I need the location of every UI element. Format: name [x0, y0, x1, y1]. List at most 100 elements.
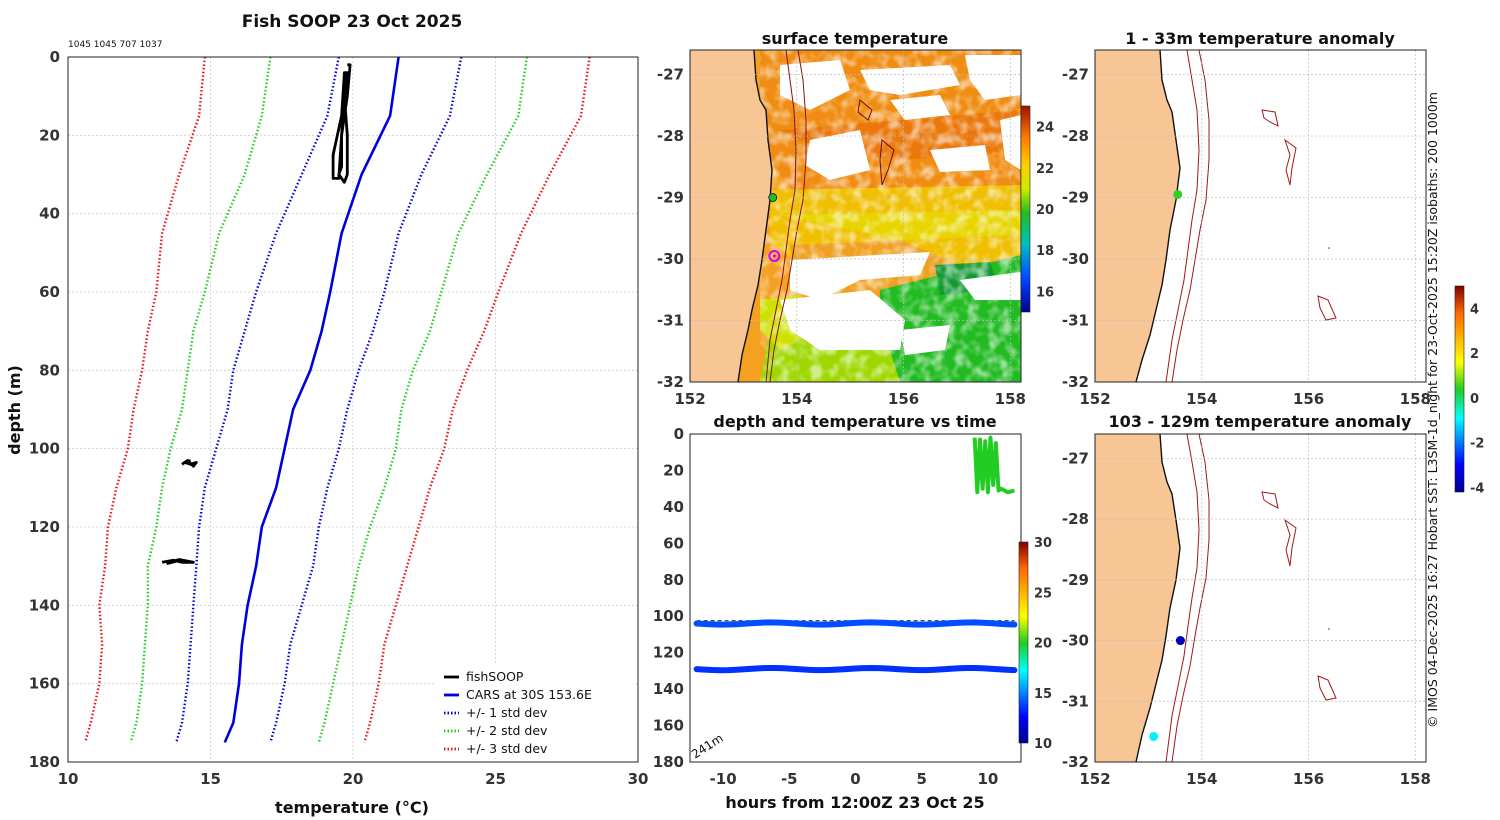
legend-label: fishSOOP	[466, 669, 524, 684]
map-x-tick-label: 156	[1293, 770, 1324, 788]
depth-time-title: depth and temperature vs time	[713, 412, 996, 431]
map-y-tick-label: -27	[657, 66, 684, 84]
map-y-tick-label: -32	[1062, 373, 1089, 391]
depth-time-colorbar-tick-label: 15	[1034, 687, 1052, 702]
shallow-anomaly-panel: 1 - 33m temperature anomaly 152 154 156 158…	[1062, 29, 1431, 408]
map-x-tick-label: 152	[1079, 390, 1110, 408]
profile-x-tick-label: 30	[628, 770, 649, 788]
profile-xlabel-text: temperature (°C)	[275, 798, 429, 817]
sst-colorbar	[1020, 105, 1031, 313]
deep-anomaly-panel: 103 - 129m temperature anomaly 152 154 156…	[1062, 285, 1484, 788]
fishsoop-track	[161, 558, 195, 565]
profile-y-tick-label: 0	[50, 48, 60, 66]
map-x-tick-label: 152	[674, 390, 705, 408]
anomaly-colorbar-tick-label: 2	[1470, 347, 1479, 362]
map-y-tick-label: -31	[657, 312, 684, 330]
depth-time-y-tick-label: 80	[663, 571, 684, 589]
map-y-tick-label: -27	[1062, 66, 1089, 84]
map-x-tick-label: 158	[1400, 390, 1431, 408]
profile-y-tick-label: 160	[29, 675, 60, 693]
fishsoop-track	[181, 459, 198, 468]
map-y-tick-label: -30	[1062, 250, 1089, 268]
sst-ticks: 152 154 156 158 -27 -28 -29 -30 -31 -32	[657, 66, 1026, 408]
deep-anomaly-ticks: 152 154 156 158 -27 -28 -29 -30 -31 -32	[1062, 449, 1431, 788]
depth-time-x-tick-label: 5	[916, 770, 926, 788]
depth-time-x-tick-label: -10	[710, 770, 737, 788]
sst-colorbar-tick-label: 22	[1036, 162, 1054, 177]
map-y-tick-label: -27	[1062, 449, 1089, 467]
profile-series-line	[269, 56, 463, 743]
profile-ylabel: depth (m)	[5, 365, 24, 455]
legend-label: +/- 3 std dev	[466, 741, 548, 756]
anomaly-colorbar-tick-label: 4	[1470, 302, 1479, 317]
sst-markers	[768, 193, 781, 262]
profile-series-line	[223, 56, 400, 743]
fishsoop-position-dot	[772, 254, 776, 258]
anomaly-colorbar-tick-label: 0	[1470, 392, 1479, 407]
anomaly-colorbar-tick-label: -2	[1470, 437, 1484, 452]
profile-y-tick-label: 100	[29, 440, 60, 458]
profile-series-line	[175, 56, 340, 743]
map-x-tick-label: 154	[1186, 390, 1217, 408]
map-x-tick-label: 158	[1400, 770, 1431, 788]
profile-y-tick-label: 40	[39, 205, 60, 223]
map-x-tick-label: 158	[995, 390, 1026, 408]
legend-label: CARS at 30S 153.6E	[466, 687, 592, 702]
sst-map-area	[690, 50, 1021, 382]
map-x-tick-label: 154	[781, 390, 812, 408]
depth-time-y-tick-label: 60	[663, 534, 684, 552]
depth-time-panel: depth and temperature vs time -10 -5 0 5 100…	[653, 412, 1052, 812]
profile-y-tick-label: 60	[39, 283, 60, 301]
map-y-tick-label: -31	[1062, 312, 1089, 330]
map-y-tick-label: -32	[1062, 753, 1089, 771]
anomaly-point	[1175, 636, 1185, 646]
profile-series-line	[317, 56, 529, 743]
credit-text: © IMOS 04-Dec-2025 16:27 Hobart SST: L3S…	[1425, 92, 1440, 728]
depth-time-xlabel: hours from 12:00Z 23 Oct 25	[725, 793, 984, 812]
profile-x-tick-label: 25	[485, 770, 506, 788]
deep-anomaly-map-area	[1095, 434, 1337, 762]
logger-depth-series	[693, 664, 1018, 674]
profile-y-tick-label: 180	[29, 753, 60, 771]
profile-series-line	[363, 56, 591, 743]
profile-series-line	[83, 56, 206, 743]
profile-y-tick-label: 140	[29, 596, 60, 614]
profile-x-tick-label: 10	[58, 770, 79, 788]
map-y-tick-label: -28	[1062, 127, 1089, 145]
anomaly-point	[1149, 731, 1159, 741]
anomaly-colorbar	[1454, 285, 1465, 493]
profile-grid	[67, 56, 639, 763]
map-y-tick-label: -29	[657, 189, 684, 207]
depth-time-series	[693, 435, 1018, 674]
shallow-anomaly-ticks: 152 154 156 158 -27 -28 -29 -30 -31 -32	[1062, 66, 1431, 408]
map-y-tick-label: -30	[657, 250, 684, 268]
depth-time-colorbar-ticks: 10 15 20 25 30	[1034, 536, 1052, 752]
anomaly-colorbar-tick-label: -4	[1470, 482, 1484, 497]
depth-time-colorbar-tick-label: 30	[1034, 536, 1052, 551]
depth-time-colorbar-tick-label: 10	[1034, 737, 1052, 752]
fishsoop-position-marker	[768, 249, 781, 262]
sst-map-panel: surface temperature	[657, 29, 1054, 408]
profile-x-tick-label: 15	[200, 770, 221, 788]
map-x-tick-label: 154	[1186, 770, 1217, 788]
map-x-tick-label: 156	[1293, 390, 1324, 408]
legend-label: +/- 2 std dev	[466, 723, 548, 738]
deep-anomaly-points	[1149, 636, 1185, 741]
profile-y-tick-label: 80	[39, 361, 60, 379]
depth-time-colorbar	[1018, 541, 1029, 744]
depth-time-y-tick-label: 40	[663, 498, 684, 516]
map-y-tick-label: -31	[1062, 692, 1089, 710]
anomaly-point	[1173, 189, 1183, 199]
deep-anomaly-axes-box	[1094, 433, 1427, 763]
sst-colorbar-ticks: 16 18 20 22 24	[1036, 121, 1054, 301]
sst-colorbar-tick-label: 24	[1036, 121, 1054, 136]
depth-time-x-tick-label: 0	[850, 770, 860, 788]
depth-time-y-tick-label: 120	[653, 644, 684, 662]
map-y-tick-label: -28	[1062, 510, 1089, 528]
station-marker	[768, 193, 778, 202]
profile-y-tick-label: 120	[29, 518, 60, 536]
profile-ticks: 10 15 20 25 30 0 20 40 60 80 100 120 140 160 180	[29, 48, 649, 788]
shallow-anomaly-points	[1173, 189, 1183, 199]
